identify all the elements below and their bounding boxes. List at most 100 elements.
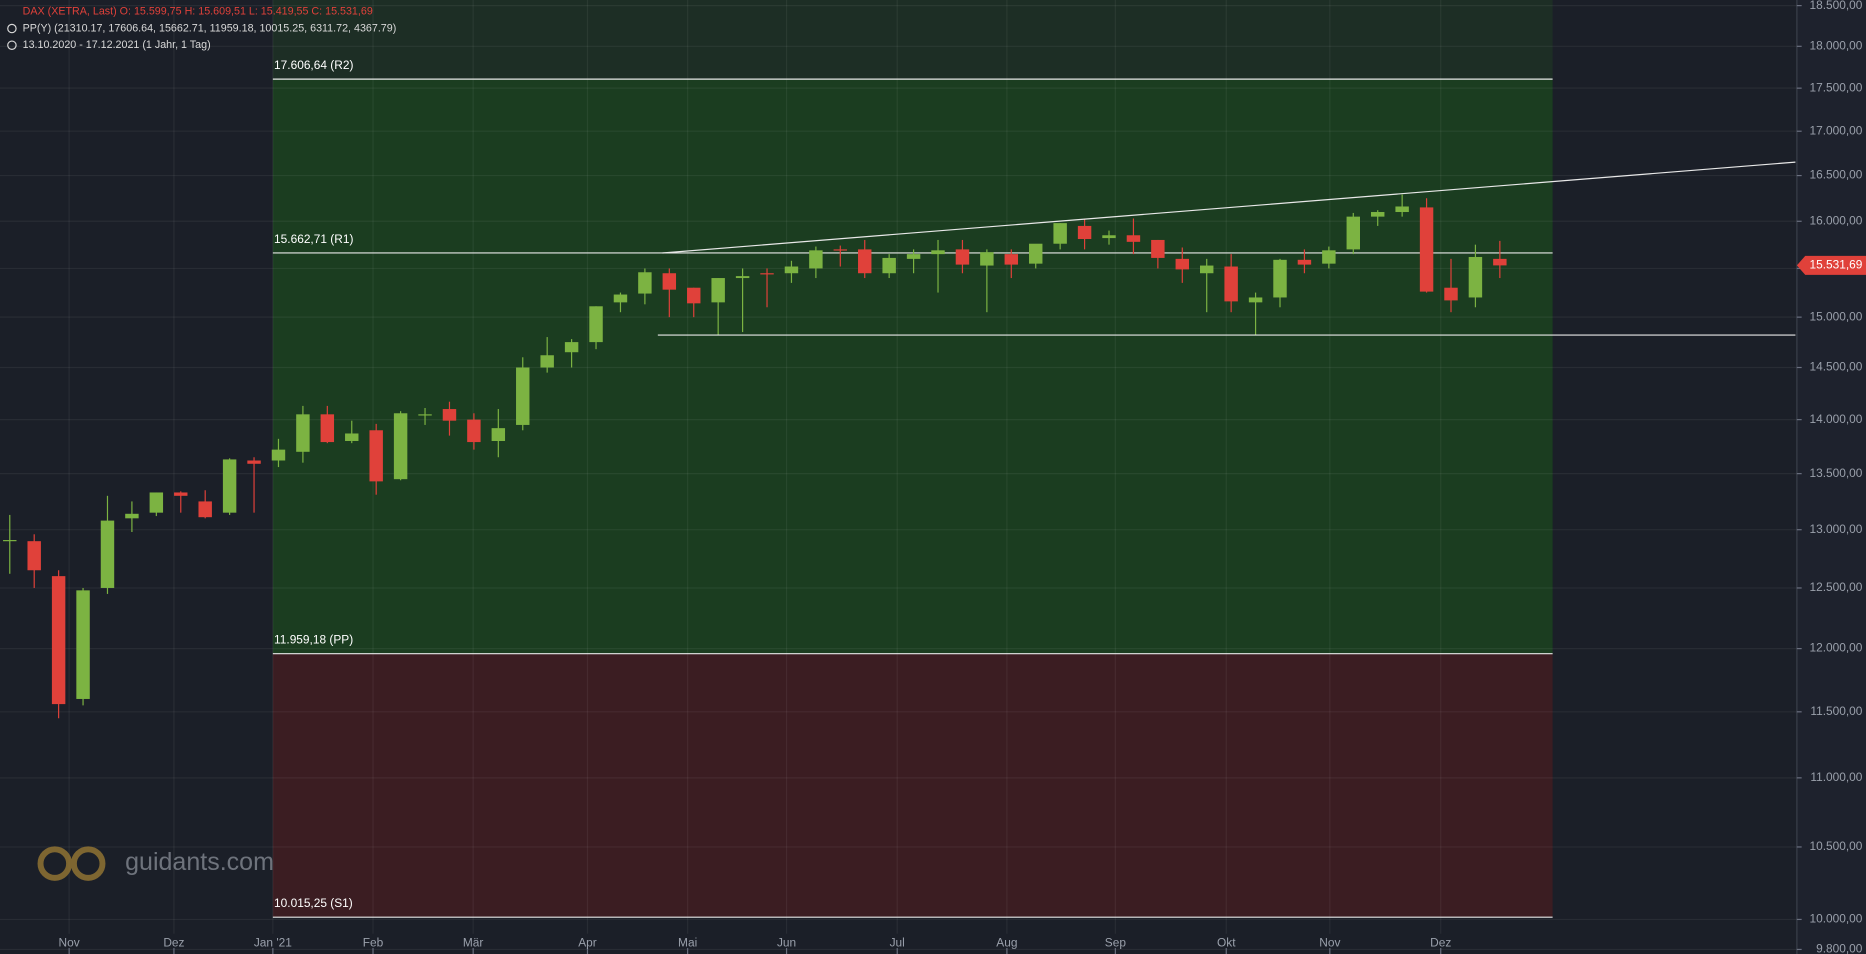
y-tick-label: 11.500,00 [1810, 704, 1862, 718]
candle-body [833, 249, 848, 251]
range-info: 13.10.2020 - 17.12.2021 (1 Jahr, 1 Tag) [23, 39, 211, 51]
candle-body [467, 419, 481, 443]
icon [7, 40, 17, 50]
logo [37, 846, 73, 881]
candle-body [125, 513, 139, 519]
y-tick-label: 10.500,00 [1809, 839, 1862, 853]
y-tick-label: 10.000,00 [1809, 912, 1862, 926]
candle-body [564, 342, 579, 353]
candle-body [1322, 250, 1336, 264]
candle-body [784, 266, 799, 274]
candle-body [760, 273, 774, 275]
candle-body [1175, 258, 1190, 270]
candle-body [222, 459, 237, 513]
y-tick-label: 15.000,00 [1809, 309, 1862, 323]
candle-body [271, 449, 286, 461]
symbol-info: DAX (XETRA, Last) O: 15.599,75 H: 15.609… [23, 6, 373, 18]
candle-body [980, 252, 994, 266]
candle-body [76, 590, 90, 699]
y-tick-label: 14.500,00 [1809, 360, 1862, 374]
candle-body [51, 576, 66, 705]
candle-body [1029, 243, 1043, 264]
pivot-zone [272, 653, 1553, 918]
candle-body [906, 254, 921, 259]
y-tick-label: 18.500,00 [1809, 0, 1862, 12]
candle-body [1077, 225, 1092, 240]
x-tick-label: Jul [890, 935, 905, 949]
y-tick-label: 16.000,00 [1809, 213, 1862, 227]
x-tick-label: Jun [777, 935, 796, 949]
candle-body [1370, 212, 1385, 217]
candle-body [1273, 259, 1287, 298]
candle-body [320, 414, 335, 443]
candle-body [1151, 239, 1165, 258]
candle-body [589, 306, 603, 343]
candle-body [882, 257, 896, 274]
x-tick-label: Dez [163, 935, 184, 949]
candle-body [540, 355, 554, 368]
x-tick-label: Aug [996, 935, 1017, 949]
candle-body [174, 492, 188, 496]
y-tick-label: 11.000,00 [1810, 770, 1862, 784]
candle-body [931, 250, 945, 255]
pivot-label: 15.662,71 (R1) [274, 232, 353, 246]
x-tick-label: Mai [678, 935, 697, 949]
candle-body [442, 409, 457, 421]
candle-body [1248, 297, 1263, 303]
candle-body [393, 413, 408, 480]
watermark-text: guidants.com [125, 848, 274, 876]
candle-body [198, 501, 212, 518]
y-tick-label: 9.800,00 [1816, 942, 1863, 954]
x-tick-label: Apr [578, 935, 597, 949]
logo [70, 846, 106, 881]
candle-body [809, 250, 823, 269]
candle-body [1468, 256, 1483, 298]
x-tick-label: Okt [1217, 935, 1236, 949]
trend-line [662, 161, 1796, 254]
candle-body [418, 414, 432, 416]
candle-body [296, 414, 310, 452]
candle-body [711, 278, 725, 303]
header: DAX (XETRA, Last) O: 15.599,75 H: 15.609… [7, 6, 397, 51]
pivot-zone [272, 0, 1553, 80]
icon [7, 23, 17, 34]
candle-body [1419, 207, 1434, 292]
candle-body [247, 460, 261, 464]
y-tick-label: 17.500,00 [1809, 80, 1862, 94]
candle-body [27, 541, 41, 571]
x-tick-label: Nov [59, 935, 80, 949]
pivot-label: 17.606,64 (R2) [274, 58, 353, 72]
x-tick-label: Jan '21 [254, 935, 292, 949]
candle-body [1346, 216, 1361, 250]
y-tick-label: 17.000,00 [1809, 123, 1862, 137]
indicator-info: PP(Y) (21310.17, 17606.64, 15662.71, 119… [23, 22, 397, 34]
candle-body [687, 287, 701, 304]
candle-body [1053, 223, 1067, 244]
candle-body [516, 367, 530, 425]
candle-body [735, 276, 750, 279]
pivot-label: 11.959,18 (PP) [274, 633, 353, 647]
candle-body [369, 430, 383, 482]
candle-body [638, 272, 652, 294]
candle-body [1224, 266, 1238, 302]
y-tick-label: 16.500,00 [1809, 168, 1862, 182]
pivot-zone [272, 79, 1553, 654]
candle-body [1493, 258, 1507, 266]
y-tick-label: 13.000,00 [1809, 522, 1862, 536]
candle-body [1102, 235, 1116, 239]
candle-body [1297, 259, 1312, 265]
y-tick-label: 13.500,00 [1809, 466, 1862, 480]
candle-body [491, 428, 506, 441]
pivot-label: 10.015,25 (S1) [274, 896, 353, 910]
candle-body [1200, 265, 1214, 274]
candle-body [149, 492, 164, 513]
x-tick-label: Dez [1430, 935, 1451, 949]
watermark: guidants.com [37, 846, 274, 881]
y-tick-label: 12.000,00 [1809, 641, 1862, 655]
candle-body [662, 273, 677, 290]
candle-body [100, 520, 115, 588]
price-tag-label: 15.531,69 [1809, 258, 1862, 272]
x-tick-label: Feb [363, 935, 384, 949]
